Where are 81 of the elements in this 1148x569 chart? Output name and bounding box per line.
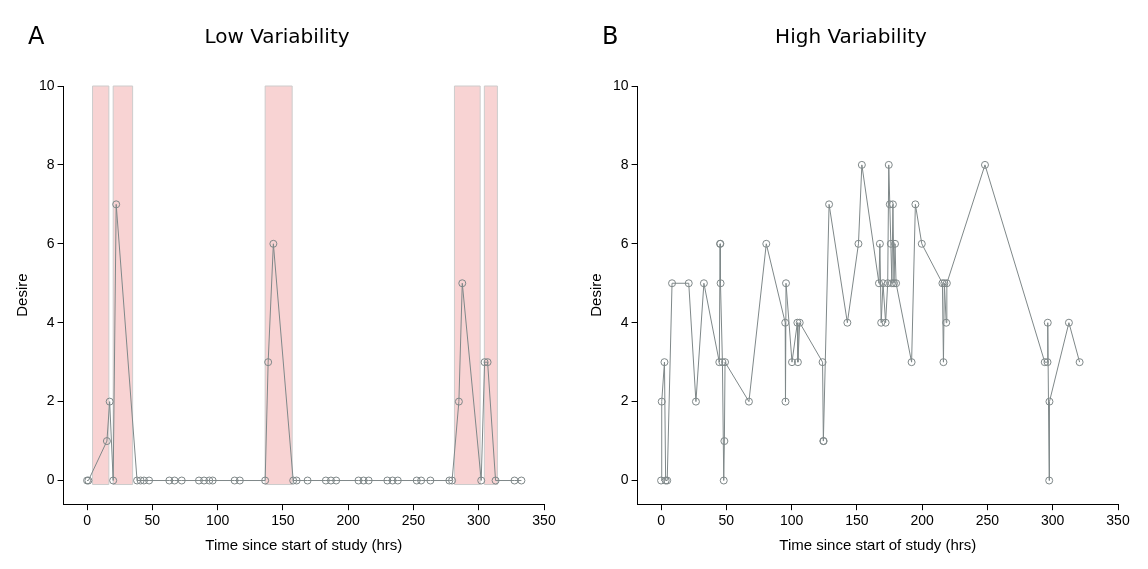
point <box>165 476 174 485</box>
y-tick-label: 8 <box>620 155 629 172</box>
x-tick-label: 50 <box>144 512 161 529</box>
point <box>261 476 270 485</box>
point <box>417 476 426 485</box>
point <box>326 476 335 485</box>
point <box>491 476 500 485</box>
point <box>194 476 203 485</box>
point <box>445 476 454 485</box>
point <box>321 476 330 485</box>
point <box>454 397 463 406</box>
y-tick-label: 8 <box>46 155 55 172</box>
point <box>477 476 486 485</box>
y-tick-label: 10 <box>612 76 629 93</box>
x-axis-title: Time since start of study (hrs) <box>205 536 403 554</box>
point <box>332 476 341 485</box>
chart-title: Low Variability <box>204 24 350 49</box>
point <box>105 397 114 406</box>
x-tick-label: 250 <box>401 512 426 529</box>
point <box>230 476 239 485</box>
y-axis-title: Desire <box>13 273 31 317</box>
point <box>458 279 467 288</box>
point <box>483 358 492 367</box>
point <box>412 476 421 485</box>
point <box>426 476 435 485</box>
x-tick-label: 100 <box>779 512 804 529</box>
point <box>145 476 154 485</box>
x-axis-title: Time since start of study (hrs) <box>779 536 977 554</box>
point <box>208 476 217 485</box>
point <box>200 476 209 485</box>
point <box>289 476 298 485</box>
x-tick-label: 0 <box>657 512 666 529</box>
point <box>139 476 148 485</box>
point <box>264 358 273 367</box>
point <box>292 476 301 485</box>
x-tick-label: 300 <box>467 512 491 529</box>
y-tick-label: 6 <box>620 234 629 251</box>
x-tick-label: 50 <box>718 512 735 529</box>
y-tick-label: 4 <box>46 313 55 330</box>
x-tick-label: 200 <box>910 512 935 529</box>
point <box>510 476 519 485</box>
x-tick-label: 0 <box>83 512 92 529</box>
point <box>269 239 278 248</box>
point <box>354 476 363 485</box>
text: A <box>28 22 45 51</box>
point <box>102 437 111 446</box>
y-tick-label: 0 <box>620 471 629 488</box>
x-tick-label: 150 <box>271 512 295 529</box>
point <box>205 476 214 485</box>
x-tick-label: 350 <box>1106 512 1130 529</box>
y-tick-label: 10 <box>38 76 55 93</box>
point <box>177 476 186 485</box>
point <box>383 476 392 485</box>
x-tick-label: 250 <box>975 512 1000 529</box>
y-tick-label: 6 <box>46 234 55 251</box>
chart-title: High Variability <box>775 24 928 49</box>
point <box>235 476 244 485</box>
text: B <box>602 22 619 51</box>
y-tick-label: 2 <box>620 392 629 409</box>
point <box>388 476 397 485</box>
y-tick-label: 0 <box>46 471 55 488</box>
y-axis-title: Desire <box>587 273 605 317</box>
y-tick-label: 2 <box>46 392 55 409</box>
point <box>303 476 312 485</box>
x-tick-label: 200 <box>336 512 361 529</box>
point <box>359 476 368 485</box>
point <box>517 476 526 485</box>
point <box>136 476 145 485</box>
x-tick-label: 150 <box>845 512 869 529</box>
point <box>170 476 179 485</box>
x-tick-label: 300 <box>1041 512 1065 529</box>
point <box>133 476 142 485</box>
point <box>393 476 402 485</box>
point <box>109 476 118 485</box>
x-tick-label: 350 <box>532 512 556 529</box>
point <box>480 358 489 367</box>
point <box>364 476 373 485</box>
y-tick-label: 4 <box>620 313 629 330</box>
x-tick-label: 100 <box>205 512 230 529</box>
point <box>448 476 457 485</box>
point <box>112 200 121 209</box>
